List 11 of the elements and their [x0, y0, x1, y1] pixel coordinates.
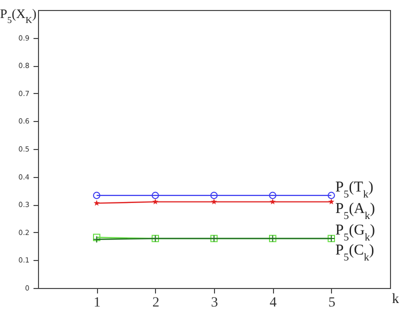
x-tick-label: 4 [270, 296, 277, 310]
x-tick-label: 3 [211, 296, 218, 310]
x-tick-label: 2 [152, 296, 160, 310]
series-label: P$_{5}$(T$_{k}$) [335, 179, 374, 200]
x-axis-title: k [392, 292, 399, 307]
series-label: P$_{5}$(A$_{k}$) [335, 200, 376, 222]
series-label: P$_{5}$(G$_{k}$) [335, 222, 376, 244]
x-tick-label: 5 [328, 296, 336, 310]
y-axis-title: P$_{5}$(X$_{K}$) [0, 6, 36, 25]
x-tick-label: 1 [94, 296, 101, 310]
series-label: P$_{5}$(C$_{k}$) [335, 242, 374, 264]
